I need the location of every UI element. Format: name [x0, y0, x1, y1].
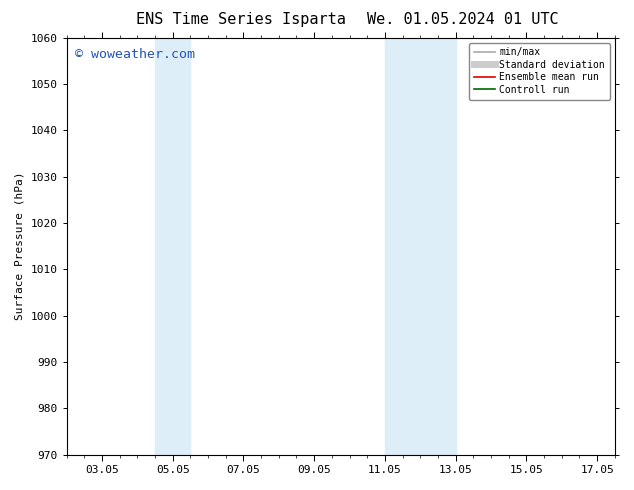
- Y-axis label: Surface Pressure (hPa): Surface Pressure (hPa): [15, 172, 25, 320]
- Text: ENS Time Series Isparta: ENS Time Series Isparta: [136, 12, 346, 27]
- Bar: [155, 38, 190, 455]
- Legend: min/max, Standard deviation, Ensemble mean run, Controll run: min/max, Standard deviation, Ensemble me…: [469, 43, 610, 99]
- Text: We. 01.05.2024 01 UTC: We. 01.05.2024 01 UTC: [367, 12, 559, 27]
- Bar: [385, 38, 456, 455]
- Text: © woweather.com: © woweather.com: [75, 48, 195, 61]
